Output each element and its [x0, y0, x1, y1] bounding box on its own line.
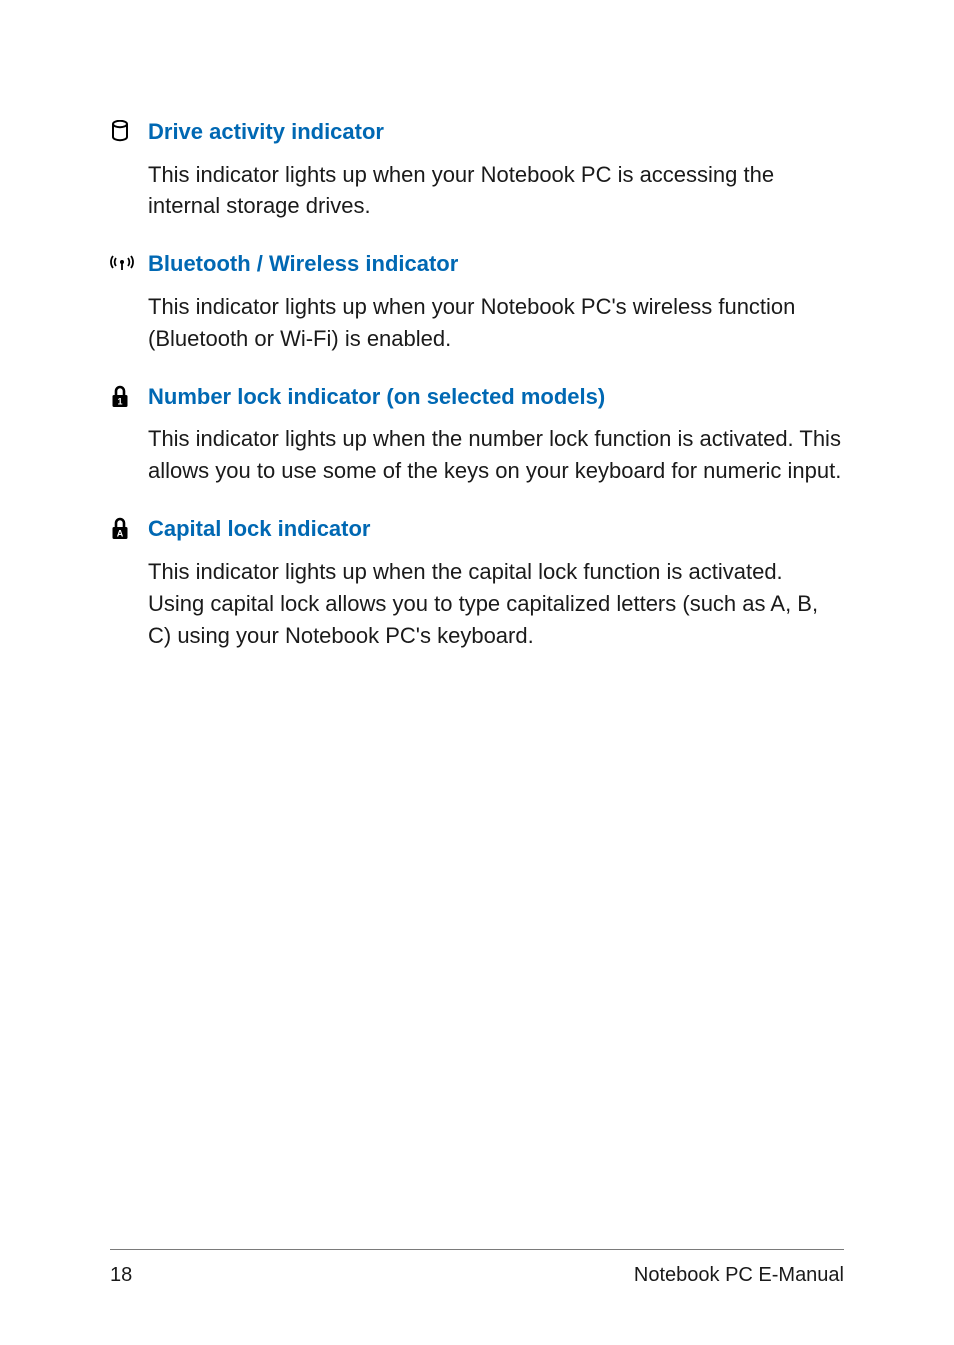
- heading: Number lock indicator (on selected model…: [148, 383, 844, 412]
- heading: Drive activity indicator: [148, 118, 844, 147]
- numlock-icon: 1: [110, 383, 148, 409]
- heading: Bluetooth / Wireless indicator: [148, 250, 844, 279]
- svg-text:1: 1: [117, 396, 122, 406]
- page-content: Drive activity indicator This indicator …: [0, 0, 954, 651]
- entry-capslock: A Capital lock indicator This indicator …: [110, 515, 844, 651]
- capslock-icon: A: [110, 515, 148, 541]
- doc-title: Notebook PC E-Manual: [634, 1264, 844, 1287]
- entry-drive-text: Drive activity indicator This indicator …: [148, 118, 844, 222]
- body-text: This indicator lights up when the capita…: [148, 556, 844, 652]
- entry-wireless-text: Bluetooth / Wireless indicator This indi…: [148, 250, 844, 354]
- entry-capslock-text: Capital lock indicator This indicator li…: [148, 515, 844, 651]
- page-number: 18: [110, 1264, 132, 1287]
- svg-text:A: A: [117, 529, 124, 539]
- entry-numlock-text: Number lock indicator (on selected model…: [148, 383, 844, 487]
- body-text: This indicator lights up when your Noteb…: [148, 291, 844, 355]
- page-footer: 18 Notebook PC E-Manual: [110, 1249, 844, 1287]
- entry-wireless: Bluetooth / Wireless indicator This indi…: [110, 250, 844, 354]
- wireless-icon: [110, 250, 148, 274]
- body-text: This indicator lights up when your Noteb…: [148, 159, 844, 223]
- heading: Capital lock indicator: [148, 515, 844, 544]
- entry-drive: Drive activity indicator This indicator …: [110, 118, 844, 222]
- entry-numlock: 1 Number lock indicator (on selected mod…: [110, 383, 844, 487]
- body-text: This indicator lights up when the number…: [148, 423, 844, 487]
- drive-icon: [110, 118, 148, 144]
